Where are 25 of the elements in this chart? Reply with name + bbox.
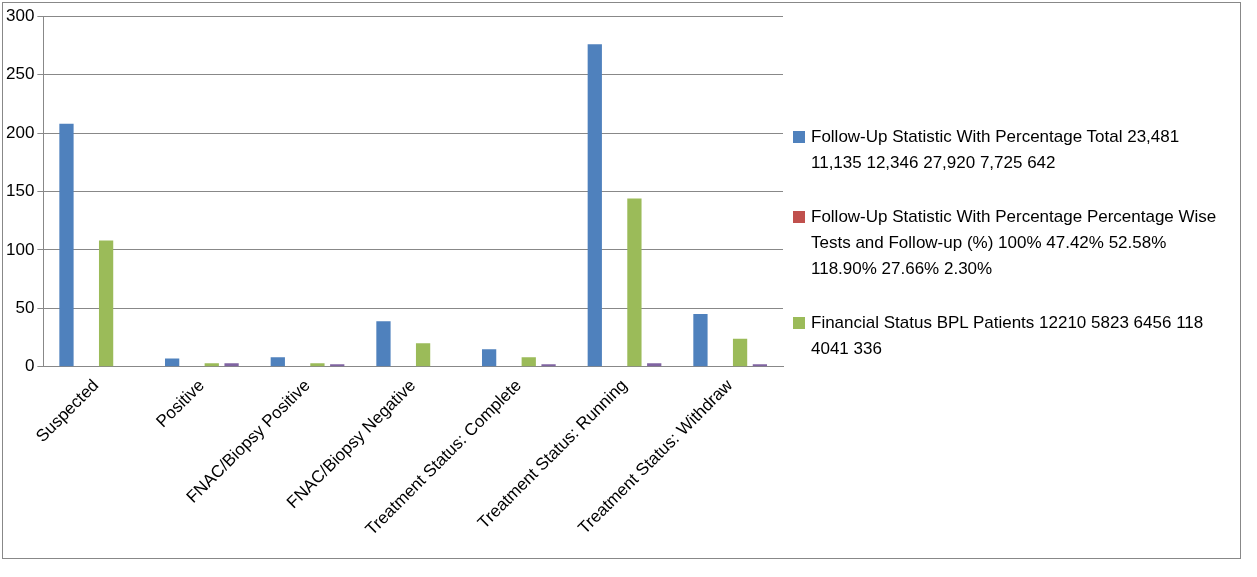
y-tick-label: 150 [5,181,35,201]
bar [627,198,642,367]
bar [647,363,662,367]
legend-label: Follow-Up Statistic With Percentage Percentage Wise Tests and Follow-up (%) 100% 47.42% 52.58% 118.90% 27.66% 2.30% [811,206,1218,280]
bar [415,343,431,367]
bar [204,363,219,367]
bar [481,349,497,367]
bar [521,357,536,367]
bar [693,314,708,367]
bar [376,321,391,367]
y-tick-label: 250 [5,64,35,84]
y-tick-label: 50 [15,297,35,317]
bar [310,363,325,367]
bar [59,123,74,367]
y-tick-label: 200 [5,122,35,142]
bar [270,357,285,367]
bar [98,240,114,367]
bar [587,44,602,367]
y-tick-label: 100 [5,239,35,259]
y-tick-label: 0 [24,356,35,376]
bar [732,338,748,367]
legend-label: Financial Status BPL Patients 12210 5823 6456 118 4041 336 [811,312,1205,360]
y-tick-label: 300 [5,5,35,25]
bar [224,363,239,367]
legend-label: Follow-Up Statistic With Percentage Total 23,481 11,135 12,346 27,920 7,725 642 [811,126,1181,174]
